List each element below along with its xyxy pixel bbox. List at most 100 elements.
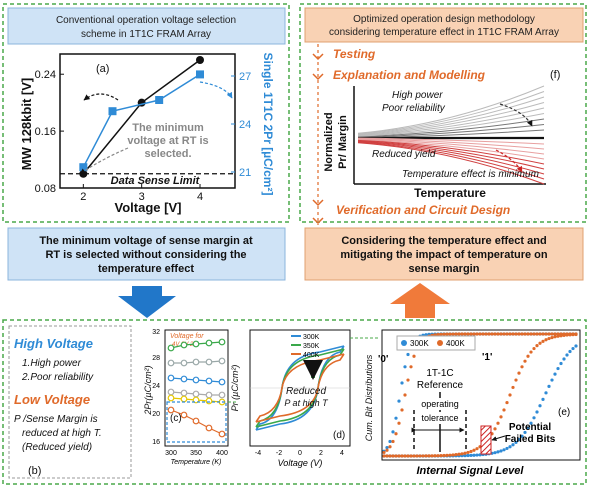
panel-d-x-label: Voltage (V): [278, 458, 323, 468]
panel-d-xtick: 2: [319, 450, 323, 457]
chart-a-limit-label: Data Sense Limit: [111, 175, 201, 187]
panel-e-one-400k-point: [535, 344, 539, 348]
panel-e-label-1: '1': [482, 352, 492, 363]
panel-e-one-300k-point: [469, 453, 473, 457]
panel-e-one-300k-point: [535, 410, 539, 414]
orange-up-arrow: [390, 283, 450, 318]
concept-temp-effect: Temperature effect is minimum: [402, 169, 539, 180]
panel-e-zero-400k-point: [529, 332, 533, 336]
panel-e-zero-400k-point: [508, 332, 512, 336]
panel-c-series: [167, 338, 226, 438]
left-mid-box-bg: [7, 227, 286, 281]
flow-chevron-3: [312, 199, 324, 207]
chart-a-xtick-label: 4: [197, 191, 203, 203]
panel-e-panel-label: (e): [558, 407, 570, 418]
panel-e-one-400k-point: [382, 454, 386, 458]
panel-e-zero-400k-point: [535, 332, 539, 336]
panel-e-one-300k-point: [502, 448, 506, 452]
panel-e-one-400k-point: [409, 454, 413, 458]
panel-e-one-300k-point: [559, 361, 563, 366]
fan-red-line: [357, 138, 545, 150]
panel-b-lv-p: P: [14, 414, 21, 425]
chart-a-ytick-right-label: 24: [239, 119, 251, 131]
panel-e-zero-400k-point: [517, 332, 521, 336]
panel-e-zero-400k-point: [400, 408, 404, 412]
panel-e-tol-bg: [416, 412, 464, 424]
panel-e-one-300k-point: [508, 445, 512, 449]
panel-c-point: [167, 406, 175, 414]
concept-fan-lines: [357, 85, 545, 185]
right-mid-line2: mitigating the impact of temperature on: [340, 249, 547, 261]
panel-e-one-400k-point: [427, 454, 431, 458]
flow-chevron-2: [312, 73, 324, 81]
panel-d-xtick: 4: [340, 450, 344, 457]
panel-e-failed-line2: Failed Bits: [505, 434, 556, 445]
panel-e-one-400k-point: [520, 365, 524, 369]
chart-a-xtick-label: 2: [80, 191, 86, 203]
fan-red-line: [357, 137, 545, 145]
panel-e-one-300k-point: [523, 430, 527, 435]
fan-red-line: [357, 138, 545, 155]
legend-400k-dot: [437, 340, 443, 346]
chart-a-ytick-right-label: 27: [239, 71, 251, 83]
panel-e-one-400k-point: [463, 451, 467, 455]
panel-e-one-400k-point: [385, 454, 389, 458]
panel-e-one-400k-point: [466, 450, 470, 455]
panel-e-one-400k-point: [523, 359, 527, 363]
panel-e-zero-400k-point: [451, 332, 455, 336]
panel-e-zero-300k-point: [406, 352, 410, 357]
panel-c-point: [192, 417, 200, 425]
left-mid-line2: RT is selected without considering the: [45, 249, 246, 261]
panel-e-zero-400k-point: [454, 332, 458, 336]
panel-b-high-voltage: High Voltage: [14, 336, 93, 351]
concept-y-label-line2: Pr/ Margin: [337, 115, 349, 169]
panel-e-one-400k-point: [517, 371, 521, 375]
flow-chevron-4: [312, 217, 324, 225]
panel-b-hv-item1: 1.High power: [22, 358, 82, 369]
panel-e-one-400k-point: [496, 421, 500, 425]
panel-e-zero-400k-point: [520, 332, 524, 336]
panel-e-one-400k-point: [391, 454, 395, 458]
panel-e-one-400k-point: [424, 454, 428, 458]
panel-e-zero-300k-point: [391, 430, 395, 434]
chart-a-annotation-line1: The minimum: [132, 122, 204, 134]
panel-e-failed-arrow: [491, 435, 506, 442]
panel-e-zero-400k-point: [496, 332, 500, 336]
panel-e-one-400k-point: [403, 454, 407, 458]
panel-e-zero-400k-point: [541, 332, 545, 336]
panel-e-one-300k-point: [466, 453, 470, 458]
right-mid-box: Considering the temperature effect and m…: [304, 227, 584, 281]
panel-e-one-400k-point: [502, 408, 506, 412]
right-top-panel: Optimized operation design methodology c…: [299, 3, 587, 225]
panel-e-one-300k-point: [571, 346, 575, 351]
fan-gray-line: [357, 96, 545, 135]
panel-e-op-line1: operating: [421, 399, 459, 409]
right-mid-line3: sense margin: [409, 263, 480, 275]
chart-a-series-line: [82, 73, 201, 168]
panel-c-x-ticks: 300 350 400: [165, 450, 228, 457]
panel-c-xtick: 400: [216, 450, 228, 457]
panel-b: High Voltage 1.High power 2.Poor reliabi…: [8, 325, 132, 479]
panel-e-one-400k-point: [559, 334, 563, 338]
panel-e-zero-400k-point: [505, 332, 509, 336]
panel-e-one-400k-point: [544, 338, 548, 342]
panel-e-zero-400k-point: [553, 332, 557, 336]
panel-c-point: [167, 359, 175, 367]
panel-d-xtick: -2: [276, 450, 282, 457]
panel-e-zero-400k-point: [388, 445, 392, 449]
panel-e-zero-400k-point: [457, 332, 461, 336]
panel-b-lv-line1: P /Sense Margin is: [14, 414, 98, 425]
panel-e-zero-300k-point: [394, 416, 398, 420]
panel-e-zero-400k-point: [526, 332, 530, 336]
panel-d-y-label: Pr (µC/cm²): [230, 365, 240, 412]
panel-e-one-400k-point: [556, 334, 560, 338]
panel-c-point: [180, 389, 188, 397]
step-explanation: Explanation and Modelling: [333, 68, 486, 82]
panel-e-one-300k-point: [529, 421, 533, 425]
panel-e-one-400k-point: [433, 454, 437, 458]
legend-400k: 400K: [303, 352, 320, 359]
chart-a-y-right-label: Single 1T1C 2Pr [µC/cm²]: [261, 53, 275, 196]
panel-e-one-300k-point: [514, 440, 518, 444]
chart-a-right-axis-arrow: [199, 81, 233, 99]
concept-reduced-yield: Reduced yield: [372, 149, 436, 160]
